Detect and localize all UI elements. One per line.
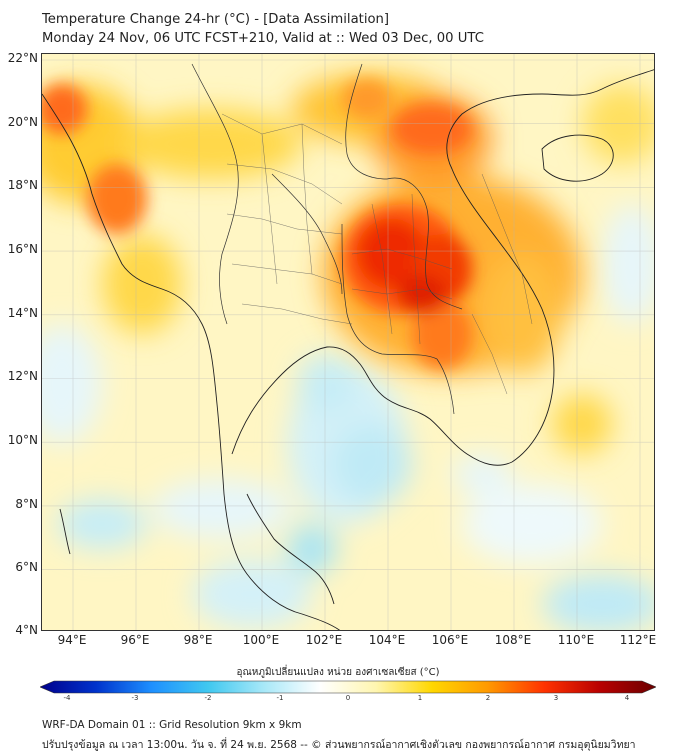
country-borders	[191, 63, 463, 415]
lat-tick-label: 6°N	[15, 560, 38, 574]
map-panel[interactable]	[41, 53, 655, 631]
map-subtitle: Monday 24 Nov, 06 UTC FCST+210, Valid at…	[42, 31, 484, 46]
colorbar-tick: -3	[131, 694, 139, 702]
lon-tick-label: 110°E	[557, 633, 595, 647]
colorbar	[40, 680, 656, 694]
lat-tick-label: 12°N	[7, 369, 38, 383]
strong-warming-areas	[42, 79, 472, 369]
malay-east-coast	[246, 493, 335, 605]
colorbar-tick: 3	[553, 694, 559, 702]
colorbar-body	[40, 680, 656, 694]
island-chain	[59, 508, 71, 555]
lon-tick-label: 104°E	[368, 633, 406, 647]
colorbar-tick: 2	[485, 694, 491, 702]
lon-tick-label: 100°E	[242, 633, 280, 647]
lon-tick-label: 102°E	[305, 633, 343, 647]
lon-tick-label: 106°E	[431, 633, 469, 647]
colorbar-tick: -4	[63, 694, 71, 702]
colorbar-tick: -1	[276, 694, 284, 702]
lat-tick-label: 20°N	[7, 115, 38, 129]
lat-tick-label: 22°N	[7, 51, 38, 65]
lon-tick-label: 112°E	[619, 633, 657, 647]
model-info: WRF-DA Domain 01 :: Grid Resolution 9km …	[42, 719, 302, 731]
hainan-island	[541, 134, 614, 182]
lon-tick-label: 96°E	[120, 633, 150, 647]
vietnam-coast	[446, 69, 654, 463]
colorbar-tick: 1	[417, 694, 423, 702]
temperature-change-map	[42, 54, 654, 630]
lat-tick-label: 4°N	[15, 623, 38, 637]
colorbar-label: อุณหภูมิเปลี่ยนแปลง หน่วย องศาเซลเซียส (…	[236, 667, 440, 678]
province-borders	[221, 113, 533, 395]
lon-tick-label: 94°E	[57, 633, 87, 647]
lon-tick-label: 108°E	[494, 633, 532, 647]
gulf-of-thailand-coast	[231, 346, 513, 466]
credit-line: ปรับปรุงข้อมูล ณ เวลา 13:00น. วัน จ. ที่…	[42, 739, 636, 751]
lat-tick-label: 10°N	[7, 433, 38, 447]
lon-tick-label: 98°E	[183, 633, 213, 647]
lat-tick-label: 16°N	[7, 242, 38, 256]
cooling-areas	[42, 204, 654, 630]
graticule	[42, 54, 654, 630]
lat-tick-label: 14°N	[7, 306, 38, 320]
colorbar-tick: -2	[204, 694, 212, 702]
lat-tick-label: 18°N	[7, 178, 38, 192]
coastlines	[42, 69, 654, 630]
map-title: Temperature Change 24-hr (°C) - [Data As…	[42, 12, 390, 27]
lat-tick-label: 8°N	[15, 497, 38, 511]
colorbar-tick: 0	[345, 694, 351, 702]
myanmar-west-coast	[42, 93, 340, 630]
colorbar-tick: 4	[624, 694, 630, 702]
